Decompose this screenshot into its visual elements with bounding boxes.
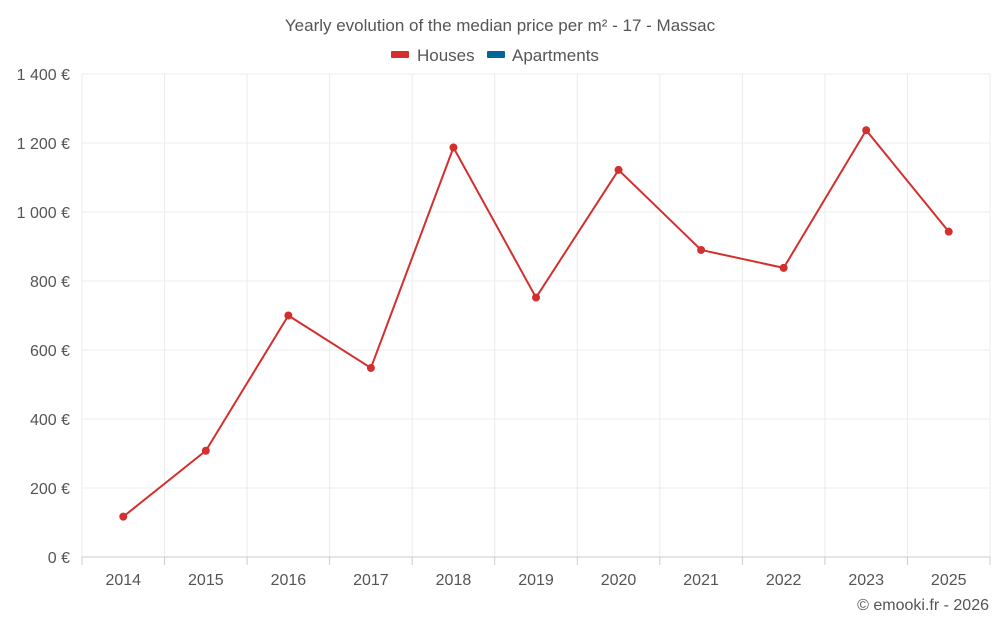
data-point-houses[interactable]	[201, 446, 210, 455]
x-tick-label: 2018	[436, 572, 472, 589]
data-point-houses[interactable]	[779, 263, 788, 272]
grid	[81, 73, 991, 557]
data-point-houses[interactable]	[614, 165, 623, 174]
axes: 0 € 200 € 400 € 600 € 800 € 1 000 € 1 200 € 1 4…	[17, 67, 991, 589]
x-tick-label: 2025	[931, 572, 967, 589]
legend-swatch-houses	[391, 51, 409, 58]
data-point-houses[interactable]	[944, 227, 953, 236]
data-point-houses[interactable]	[697, 245, 706, 254]
data-point-houses[interactable]	[532, 293, 540, 302]
data-point-houses[interactable]	[366, 363, 375, 372]
y-tick-label: 400 €	[30, 412, 70, 429]
series	[119, 126, 953, 521]
y-tick-label: 1 400 €	[17, 67, 70, 84]
legend: Houses Apartments	[391, 46, 599, 65]
x-tick-label: 2022	[766, 572, 802, 589]
y-tick-label: 200 €	[30, 481, 70, 498]
y-tick-label: 1 000 €	[17, 205, 70, 222]
legend-swatch-apartments	[487, 51, 505, 58]
data-point-houses[interactable]	[449, 143, 458, 152]
y-tick-label: 800 €	[30, 274, 70, 291]
legend-item-houses[interactable]: Houses	[391, 46, 475, 65]
x-tick-label: 2019	[518, 572, 554, 589]
chart-credit: © emooki.fr - 2026	[857, 597, 989, 614]
x-tick-label: 2021	[683, 572, 719, 589]
x-tick-label: 2016	[271, 572, 307, 589]
legend-label-houses: Houses	[417, 46, 475, 65]
data-point-houses[interactable]	[284, 311, 293, 320]
data-point-houses[interactable]	[862, 126, 871, 135]
x-tick-label: 2020	[601, 572, 637, 589]
y-tick-label: 0 €	[48, 550, 70, 567]
y-tick-label: 1 200 €	[17, 136, 70, 153]
data-point-houses[interactable]	[119, 512, 128, 521]
legend-label-apartments: Apartments	[512, 46, 599, 65]
legend-item-apartments[interactable]: Apartments	[487, 46, 599, 65]
x-tick-label: 2017	[353, 572, 389, 589]
x-tick-label: 2023	[848, 572, 884, 589]
chart-title: Yearly evolution of the median price per…	[285, 16, 716, 35]
y-tick-label: 600 €	[30, 343, 70, 360]
x-tick-label: 2015	[188, 572, 224, 589]
x-tick-label: 2014	[105, 572, 141, 589]
